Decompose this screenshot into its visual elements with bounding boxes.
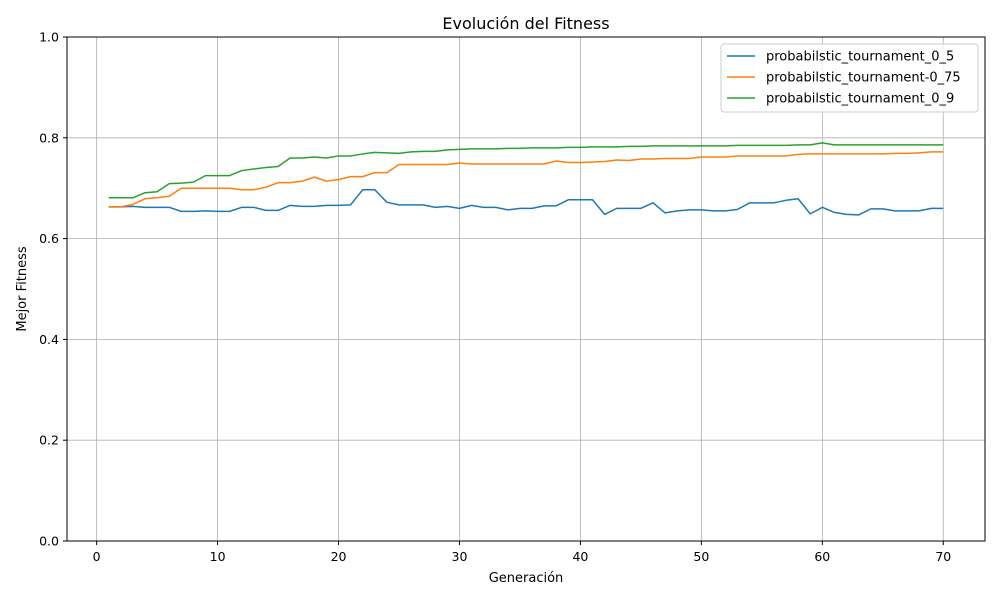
- y-tick-label: 0.0: [39, 534, 59, 549]
- x-tick-label: 40: [572, 549, 588, 564]
- y-tick-label: 0.4: [39, 332, 59, 347]
- series-line-2: [108, 151, 944, 208]
- y-axis-label: Mejor Fitness: [15, 246, 30, 332]
- x-tick-label: 10: [210, 549, 226, 564]
- x-tick-label: 0: [93, 549, 101, 564]
- chart-title: Evolución del Fitness: [442, 14, 609, 33]
- legend: probabilstic_tournament_0_5 probabilstic_…: [720, 43, 979, 113]
- series-lines: [108, 142, 944, 216]
- legend-box: [720, 43, 979, 113]
- x-axis-label: Generación: [489, 571, 564, 586]
- series-line-1: [108, 188, 944, 216]
- legend-label-3: probabilstic_tournament_0_9: [766, 92, 954, 107]
- x-tick-label: 20: [331, 549, 347, 564]
- y-tick-label: 0.6: [39, 231, 59, 246]
- axis-ticks: 0 10 20 30 40 50 60 70 0.0 0.2 0.4 0.6 0.8 1.0: [39, 30, 951, 565]
- x-tick-label: 60: [814, 549, 830, 564]
- legend-label-1: probabilstic_tournament_0_5: [766, 50, 954, 65]
- y-tick-label: 0.8: [39, 130, 59, 145]
- legend-label-2: probabilstic_tournament-0_75: [766, 71, 961, 86]
- x-tick-label: 30: [452, 549, 468, 564]
- x-tick-label: 70: [935, 549, 951, 564]
- y-tick-label: 1.0: [39, 30, 59, 45]
- series-line-3: [108, 142, 944, 199]
- plot-frame: [66, 36, 986, 542]
- y-tick-label: 0.2: [39, 433, 59, 448]
- x-tick-label: 50: [693, 549, 709, 564]
